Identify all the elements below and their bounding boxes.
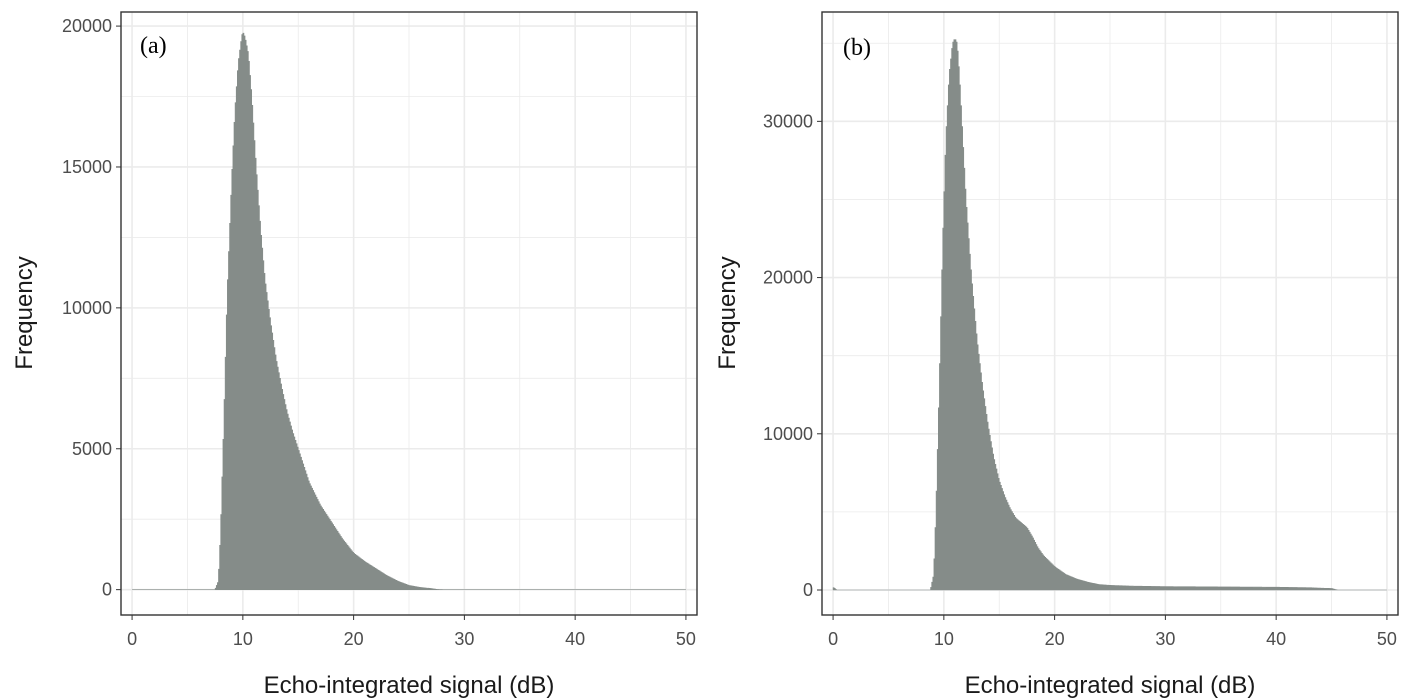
x-tick-label: 10 [934,629,954,649]
y-tick-label: 10000 [763,424,813,444]
x-tick-label: 30 [454,629,474,649]
x-axis-title: Echo-integrated signal (dB) [965,672,1256,699]
y-tick-label: 30000 [763,111,813,131]
x-tick-label: 40 [1266,629,1286,649]
x-tick-label: 10 [233,629,253,649]
panel-border [120,11,698,616]
y-tick-label: 0 [803,580,813,600]
histogram-panel-a: 0 5000 10000 15000 20000 0 10 20 30 40 50 (a) Ech… [11,11,698,699]
y-axis-ticks: 0 5000 10000 15000 20000 [62,16,121,600]
panel-border [821,11,1399,616]
y-tick-label: 0 [102,580,112,600]
x-tick-label: 40 [565,629,585,649]
x-tick-label: 20 [1045,629,1065,649]
y-tick-label: 15000 [62,157,112,177]
x-tick-label: 50 [676,629,696,649]
x-axis-ticks: 0 10 20 30 40 50 [127,615,696,649]
x-tick-label: 0 [127,629,137,649]
grid-lines [822,12,1398,615]
y-axis-title: Frequency [714,256,741,369]
y-axis-ticks: 0 10000 20000 30000 [763,111,822,600]
histogram-panel-b: 0 10000 20000 30000 0 10 20 30 40 50 (b) Echo-in… [714,11,1399,699]
histogram-bars [832,39,1387,591]
x-tick-label: 0 [828,629,838,649]
x-axis-ticks: 0 10 20 30 40 50 [828,615,1397,649]
y-tick-label: 10000 [62,298,112,318]
y-tick-label: 20000 [62,16,112,36]
x-axis-title: Echo-integrated signal (dB) [264,672,555,699]
panel-label: (a) [140,33,167,59]
x-tick-label: 30 [1155,629,1175,649]
y-tick-label: 20000 [763,268,813,288]
grid-lines [121,12,697,615]
histogram-bars [132,32,686,590]
y-axis-title: Frequency [11,256,38,369]
x-tick-label: 50 [1377,629,1397,649]
panel-label: (b) [843,35,871,61]
x-tick-label: 20 [344,629,364,649]
y-tick-label: 5000 [72,439,112,459]
